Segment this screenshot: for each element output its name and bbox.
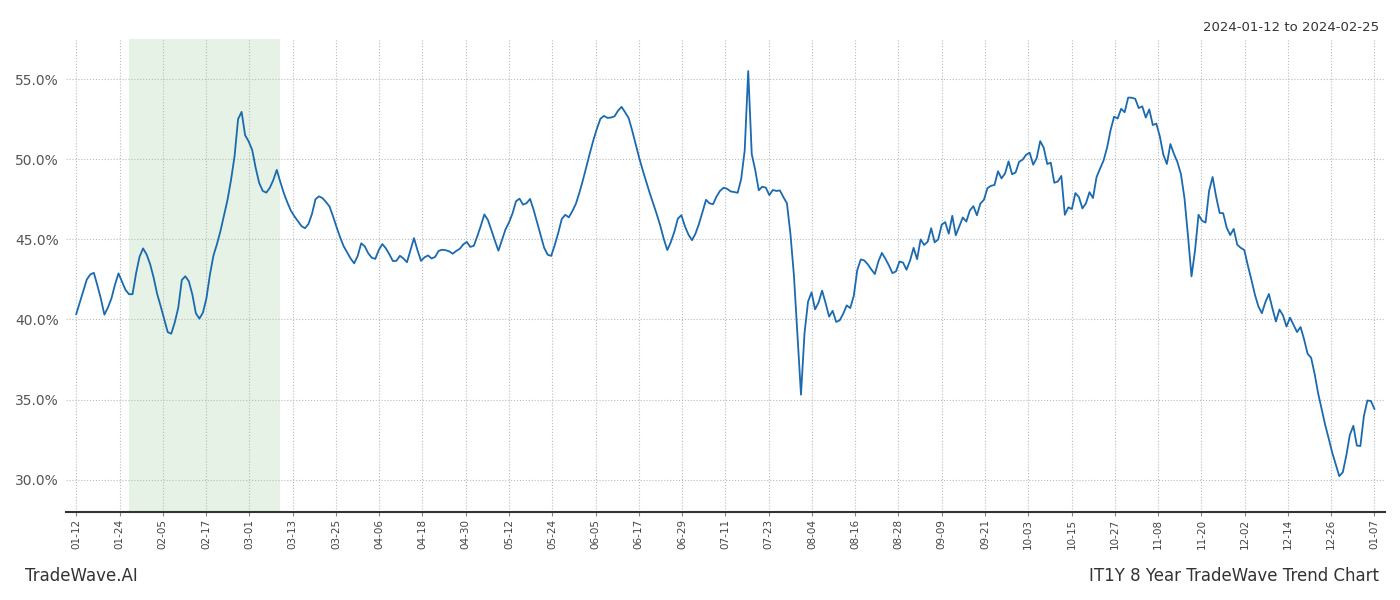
Text: 2024-01-12 to 2024-02-25: 2024-01-12 to 2024-02-25	[1203, 21, 1379, 34]
Text: IT1Y 8 Year TradeWave Trend Chart: IT1Y 8 Year TradeWave Trend Chart	[1089, 567, 1379, 585]
Bar	[129, 39, 280, 512]
Text: TradeWave.AI: TradeWave.AI	[25, 567, 139, 585]
